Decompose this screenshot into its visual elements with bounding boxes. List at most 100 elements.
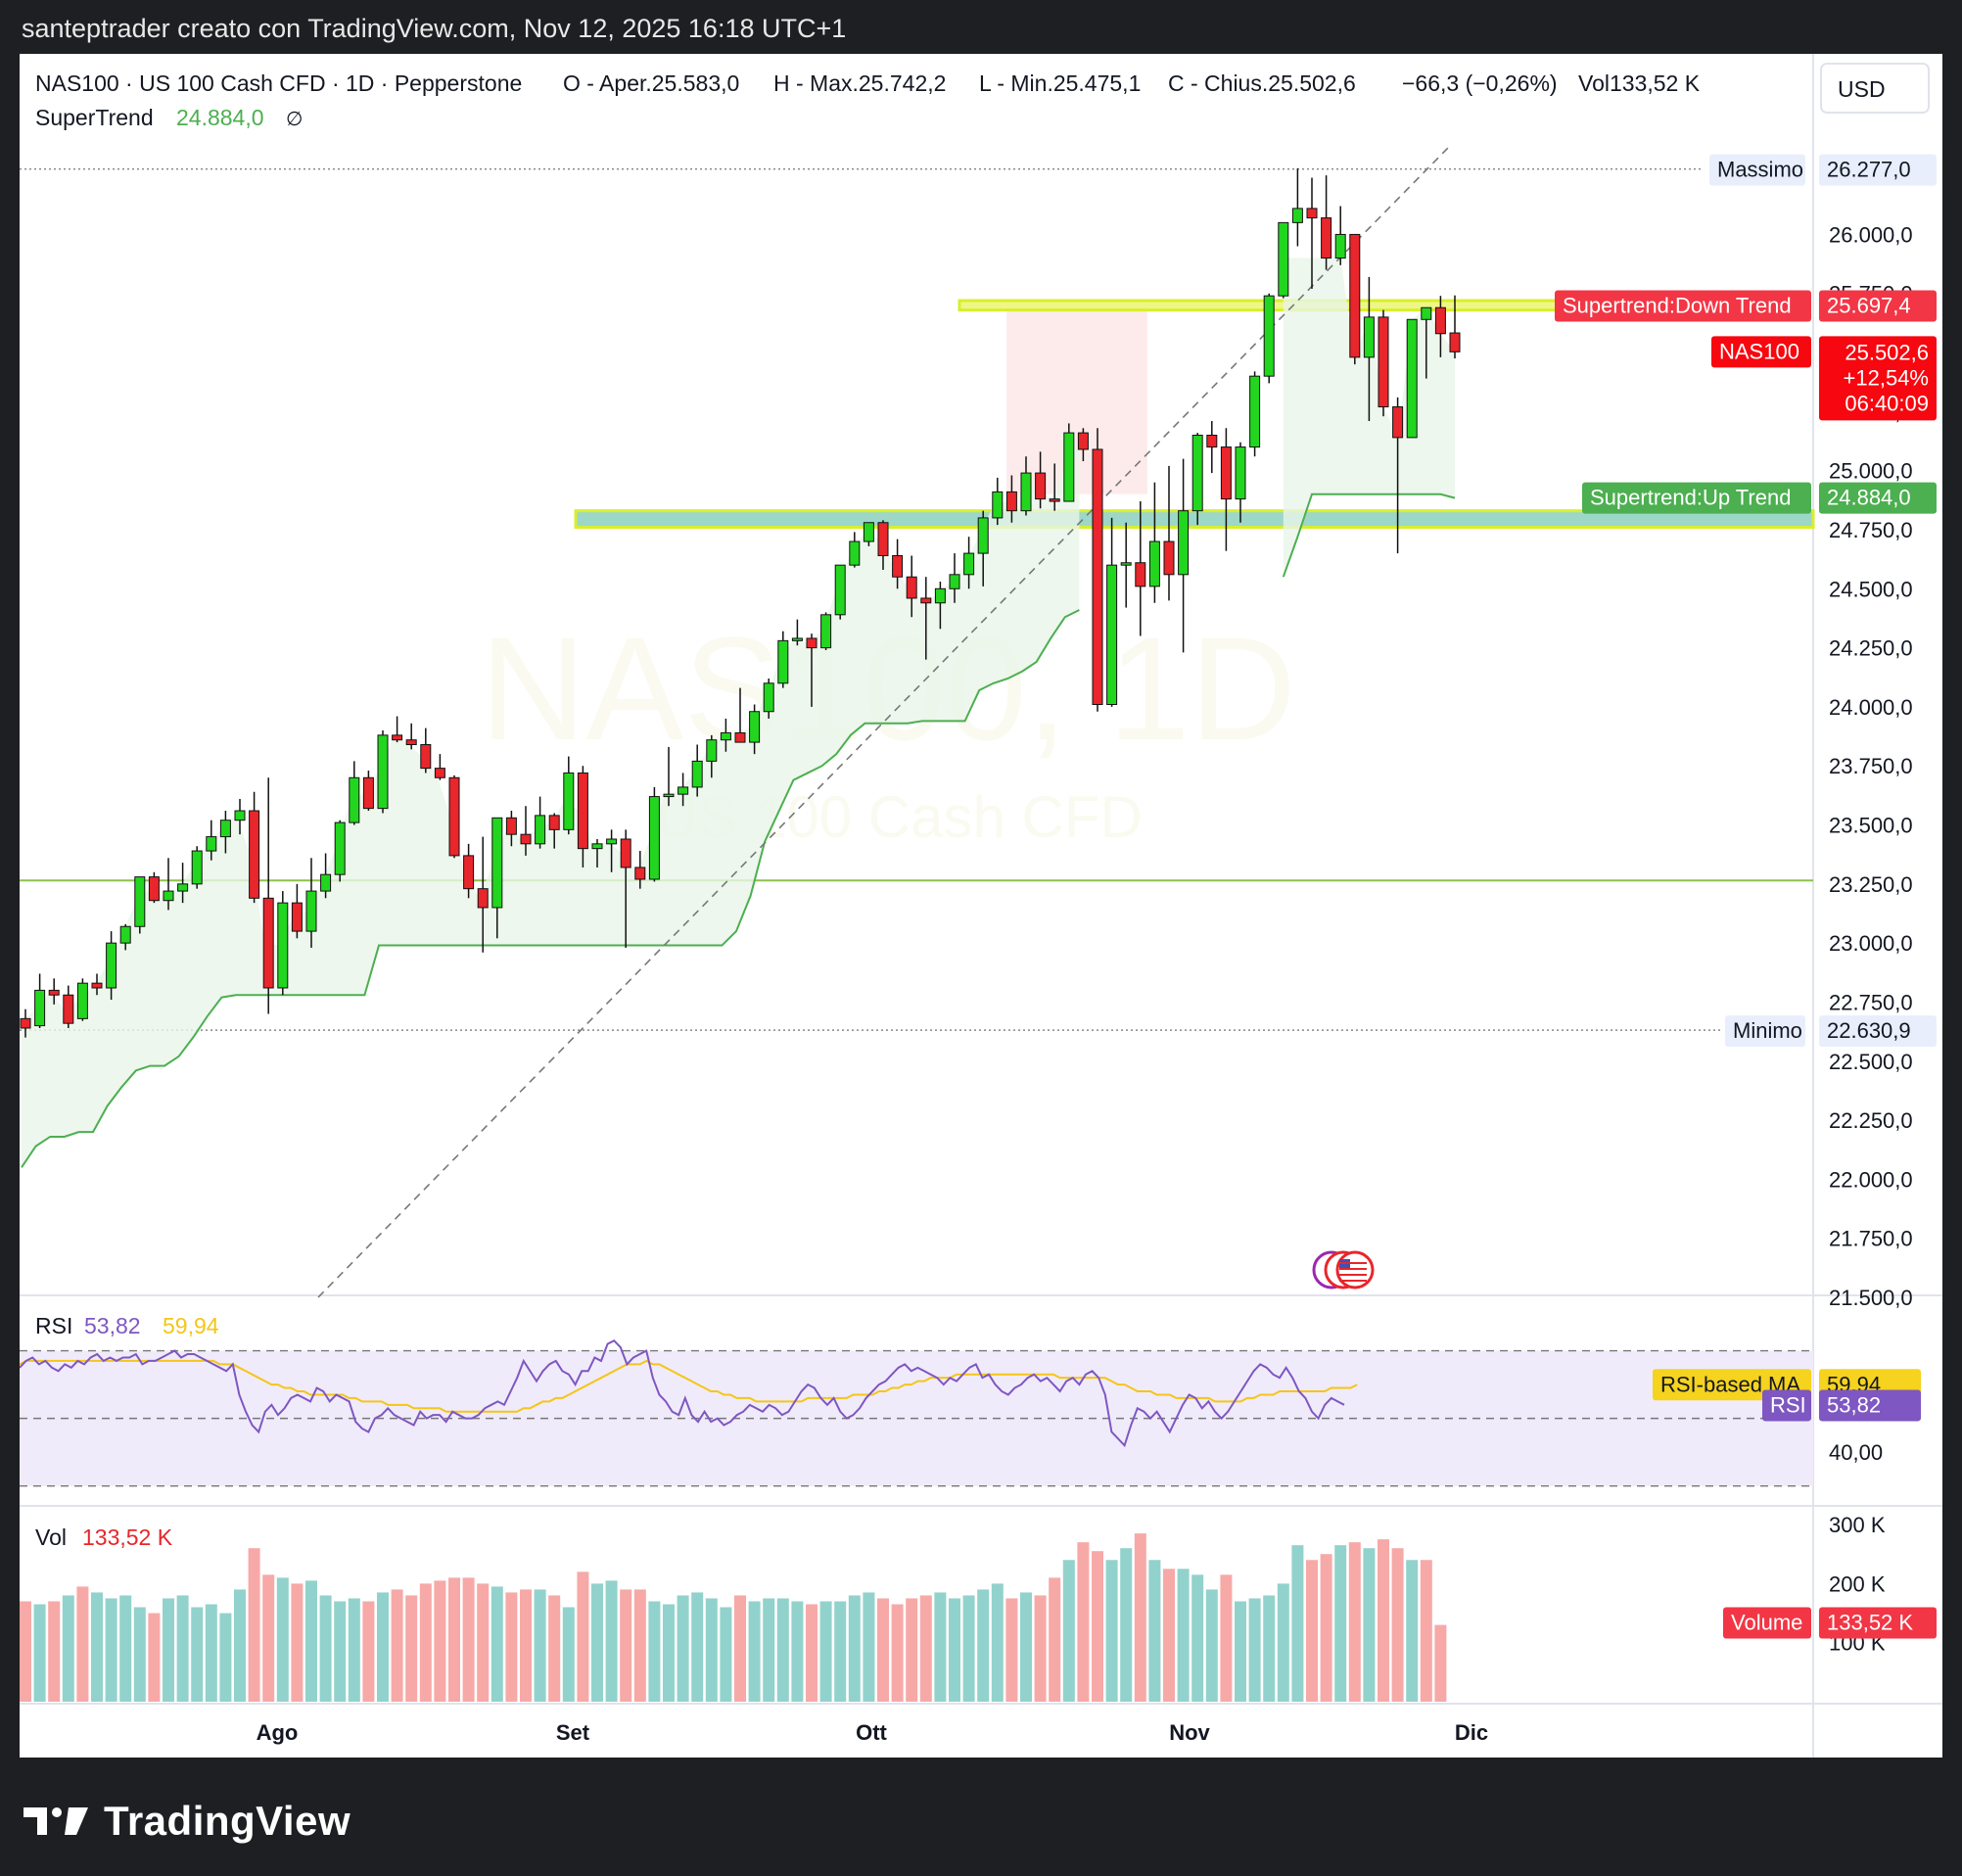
volume-bar <box>362 1601 375 1702</box>
legend-close: C - Chius.25.502,6 <box>1168 70 1356 96</box>
candle-body <box>734 731 746 743</box>
supertrend-up-line-late <box>1282 492 1456 578</box>
candle-body <box>1049 498 1060 502</box>
last-price-change: +12,54% <box>1844 365 1929 390</box>
candle-body <box>1378 316 1389 408</box>
candle-body <box>477 888 489 909</box>
volume-bar <box>434 1580 446 1702</box>
candle-body <box>777 639 789 684</box>
economic-events-icon[interactable] <box>1312 1250 1375 1290</box>
visibility-icon[interactable]: ∅ <box>286 109 303 130</box>
candle-body <box>491 817 503 909</box>
candle-body <box>691 760 703 788</box>
rsi-label-text: RSI <box>1770 1392 1806 1417</box>
volume-bar <box>33 1604 46 1702</box>
candle-body <box>405 739 417 746</box>
volume-bar <box>891 1604 904 1702</box>
candle-body <box>1449 332 1461 352</box>
rsi-ma-legend-value: 59,94 <box>163 1313 219 1338</box>
volume-bar <box>119 1595 132 1702</box>
price-axis-tick: 23.500,0 <box>1829 814 1913 838</box>
rsi-label: RSI <box>1762 1389 1811 1422</box>
supertrend-up-value-bg <box>1819 482 1937 514</box>
volume-label-text: Volume <box>1731 1610 1802 1634</box>
price-axis-tick: 23.750,0 <box>1829 754 1913 778</box>
rsi-value-text: 53,82 <box>1827 1392 1881 1417</box>
volume-bar <box>534 1589 546 1702</box>
candle-body <box>620 838 631 868</box>
massimo-label-bg <box>1709 154 1805 186</box>
volume-bar <box>1378 1539 1389 1702</box>
massimo-value-text: 26.277,0 <box>1827 158 1911 182</box>
volume-bar <box>62 1595 74 1702</box>
volume-bar <box>1020 1592 1032 1702</box>
candle-body <box>677 786 689 795</box>
volume-bar <box>577 1571 589 1702</box>
volume-label-bg <box>1723 1607 1811 1639</box>
volume-bar <box>720 1607 732 1702</box>
volume-bar <box>291 1583 304 1702</box>
candle-body <box>1263 295 1275 377</box>
candle-body <box>106 942 117 989</box>
volume-bar <box>648 1601 661 1702</box>
supertrend-legend-label: SuperTrend <box>35 105 154 130</box>
candle-body <box>1178 510 1190 576</box>
candle-body <box>648 796 660 880</box>
volume-bar <box>934 1592 947 1702</box>
volume-bar <box>633 1589 646 1702</box>
candle-body <box>1235 446 1246 500</box>
volume-bar <box>1220 1574 1233 1702</box>
volume-bar <box>1148 1560 1161 1702</box>
minimo-label-bg <box>1725 1015 1805 1048</box>
supertrend-down-label: Supertrend:Down Trend <box>1555 290 1811 322</box>
candle-body <box>505 817 517 835</box>
volume-bar <box>1191 1574 1204 1702</box>
volume-bar <box>1163 1569 1175 1702</box>
legend: NAS100 · US 100 Cash CFD · 1D · Pepperst… <box>35 70 1701 130</box>
minimo-value: 22.630,9 <box>1819 1015 1937 1048</box>
candle-body <box>291 902 303 932</box>
volume-bar <box>105 1598 117 1702</box>
minimo-label: Minimo <box>1725 1015 1805 1048</box>
candle-body <box>119 925 131 944</box>
volume-bar <box>20 1601 31 1702</box>
volume-bar <box>91 1592 103 1702</box>
volume-bar <box>477 1583 490 1702</box>
candle-body <box>305 890 317 932</box>
volume-bar <box>520 1589 532 1702</box>
volume-bar <box>949 1598 960 1702</box>
time-axis-label: Dic <box>1455 1720 1488 1745</box>
candle-body <box>277 902 289 989</box>
volume-bar <box>219 1613 232 1702</box>
candle-body <box>606 838 618 845</box>
candle-body <box>963 552 975 576</box>
volume-bar <box>1005 1598 1018 1702</box>
candle-body <box>34 989 46 1027</box>
supertrend-up-label: Supertrend:Up Trend <box>1582 482 1811 514</box>
volume-bar <box>448 1577 460 1702</box>
price-axis-tick: 24.000,0 <box>1829 695 1913 720</box>
candle-body <box>1321 217 1332 259</box>
volume-bar <box>819 1601 832 1702</box>
candle-body <box>362 776 374 810</box>
candle-body <box>1005 491 1017 512</box>
massimo-value: 26.277,0 <box>1819 154 1937 186</box>
volume-bar <box>1205 1589 1218 1702</box>
candle-body <box>206 836 217 852</box>
minimo-value-bg <box>1819 1015 1937 1048</box>
candle-body <box>1363 316 1375 358</box>
volume-bar <box>133 1607 146 1702</box>
rsi-legend-value: 53,82 <box>84 1313 141 1338</box>
volume-bar <box>1306 1560 1318 1702</box>
currency-button[interactable]: USD <box>1820 63 1930 114</box>
candle-body <box>520 833 532 845</box>
candle-body <box>877 522 889 557</box>
chart-svg[interactable]: NAS100, 1D US 100 Cash CFD RSI53,8259,94… <box>20 54 1942 1758</box>
candle-body <box>749 711 761 743</box>
candle-body <box>949 574 960 589</box>
massimo-label-text: Massimo <box>1717 158 1803 182</box>
volume-bar <box>490 1586 503 1702</box>
candle-body <box>1406 318 1418 439</box>
volume-value: 133,52 K <box>1819 1607 1937 1639</box>
supertrend-down-label-bg <box>1555 290 1811 322</box>
